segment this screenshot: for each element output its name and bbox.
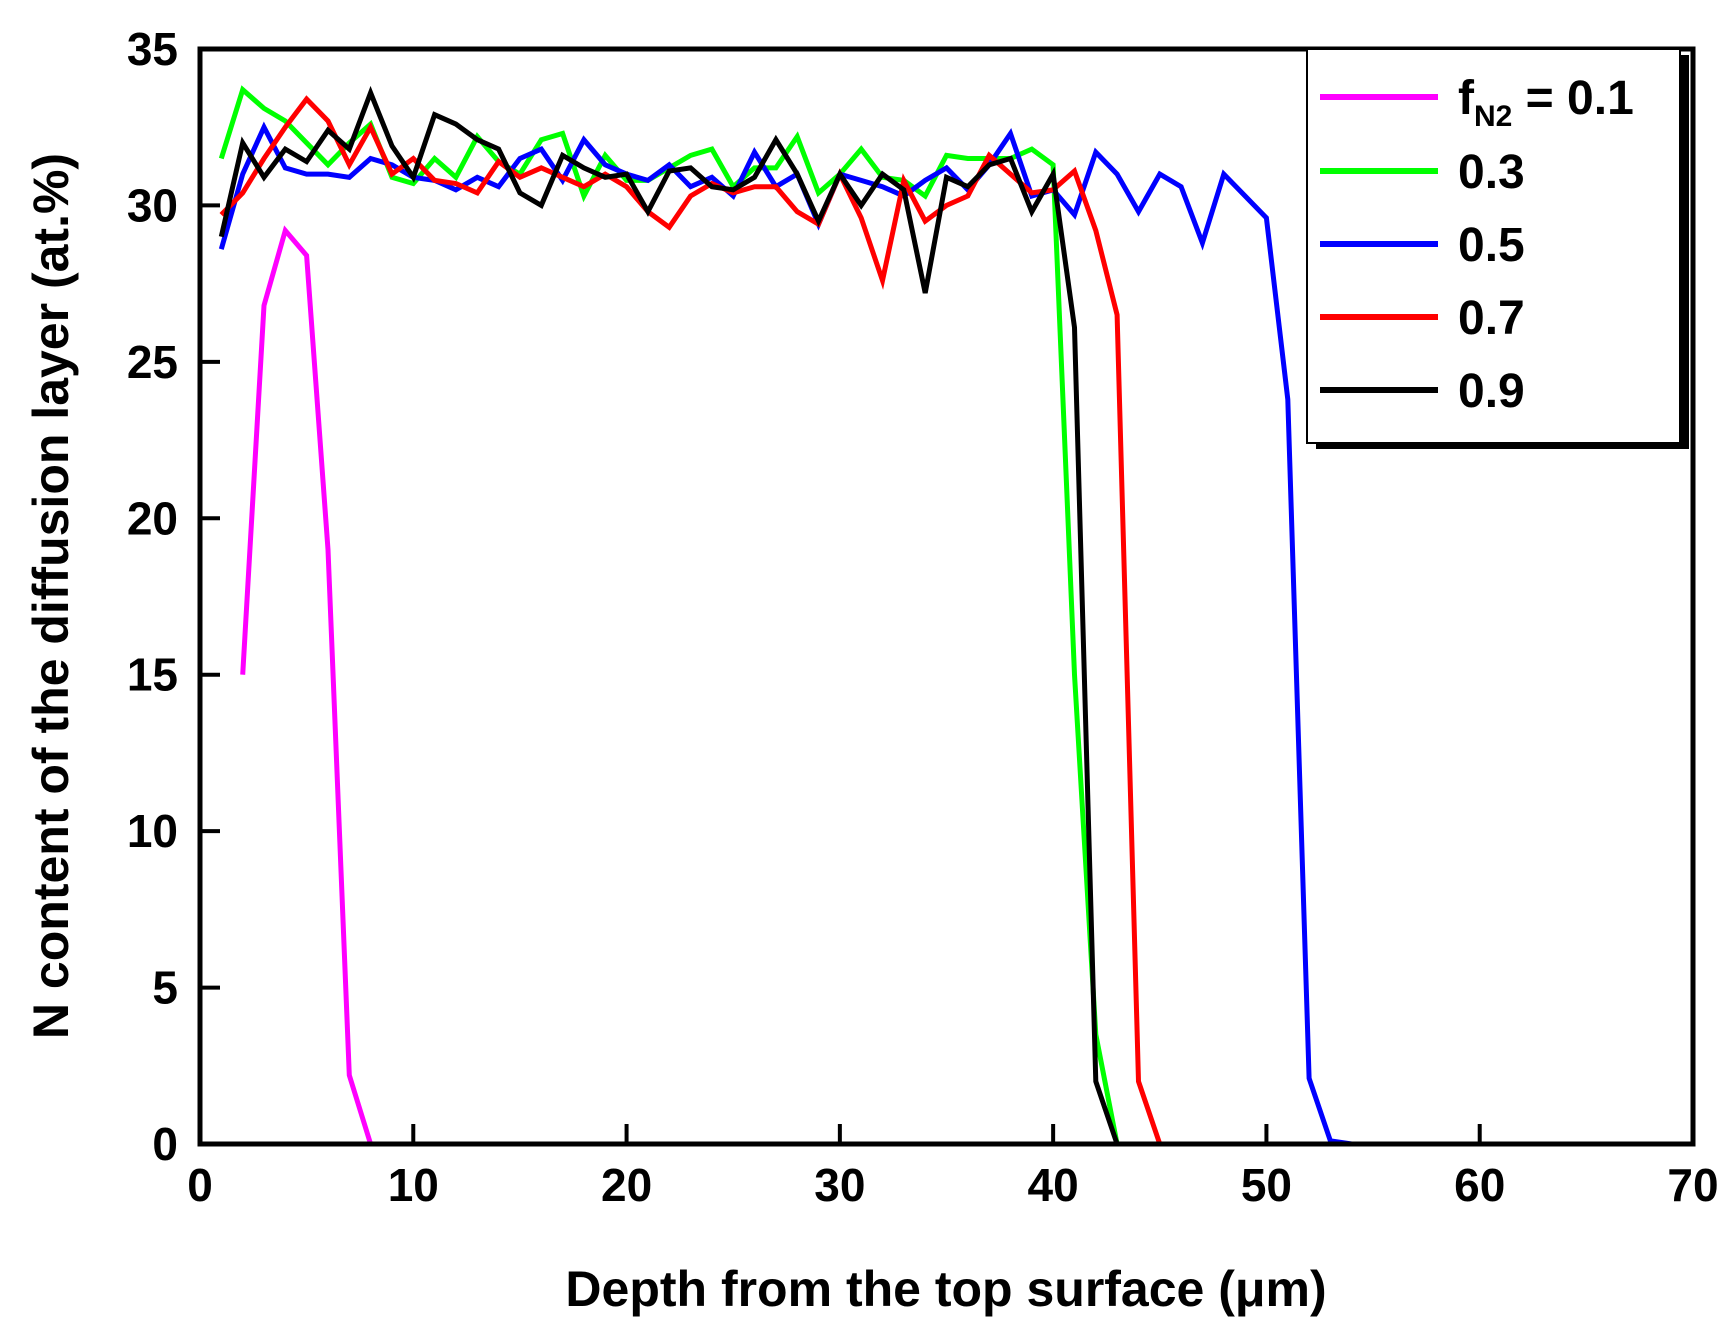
- y-tick-label: 10: [127, 805, 178, 857]
- legend-items: fN2 = 0.1 0.3 0.5 0.7 0.9: [1320, 72, 1634, 418]
- y-tick-label: 15: [127, 649, 178, 701]
- series-line-0-1: [240, 225, 990, 1147]
- series-line-0-9: [218, 85, 1120, 1145]
- x-tick-label: 30: [814, 1159, 865, 1211]
- x-tick-label: 40: [1028, 1159, 1079, 1211]
- y-axis-title: N content of the diffusion layer (at.%): [23, 153, 79, 1039]
- legend-label: 0.9: [1458, 365, 1525, 418]
- plot-frame: [197, 46, 1696, 1147]
- x-tick-label: 70: [1667, 1159, 1718, 1211]
- y-tick-label: 30: [127, 179, 178, 231]
- legend-label: 0.5: [1458, 219, 1525, 272]
- x-tick-label: 20: [601, 1159, 652, 1211]
- y-tick-label: 5: [152, 962, 178, 1014]
- y-tick-label: 0: [152, 1118, 178, 1170]
- series-line-0-7: [219, 95, 1163, 1145]
- legend-label: 0.3: [1458, 146, 1525, 199]
- x-tick-label: 50: [1241, 1159, 1292, 1211]
- y-tick-label: 25: [127, 336, 178, 388]
- x-tick-label: 60: [1454, 1159, 1505, 1211]
- x-tick-label: 10: [388, 1159, 439, 1211]
- x-tick-label: 0: [187, 1159, 213, 1211]
- series-layer: [218, 85, 1693, 1147]
- y-tick-label: 20: [127, 492, 178, 544]
- y-tick-label: 35: [127, 23, 178, 75]
- x-axis-title: Depth from the top surface (μm): [565, 1261, 1326, 1317]
- tick-layer: 0 10 20 30 40 50 60 70 0 5 10 15 20 25 30 35: [127, 23, 1719, 1211]
- legend-label: 0.7: [1458, 292, 1525, 345]
- legend-label: fN2 = 0.1: [1458, 72, 1634, 133]
- legend: fN2 = 0.1 0.3 0.5 0.7 0.9: [1306, 48, 1689, 449]
